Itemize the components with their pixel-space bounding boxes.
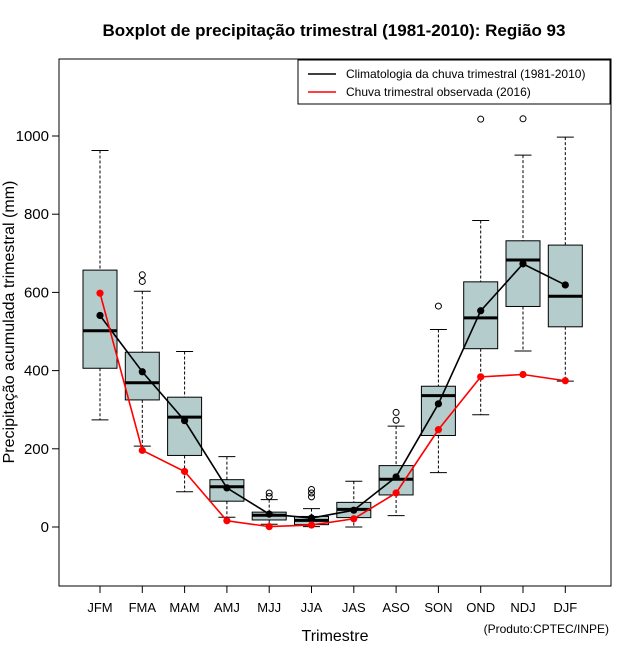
- point-climatology-son: [434, 400, 442, 408]
- x-tick-label-MJJ: MJJ: [257, 600, 281, 615]
- x-tick-label-SON: SON: [424, 600, 452, 615]
- x-tick-label-OND: OND: [466, 600, 495, 615]
- line-observed: [99, 292, 566, 528]
- y-tick-label-200: 200: [24, 441, 49, 458]
- outlier-ndj-0: [519, 115, 527, 123]
- y-tick-label-400: 400: [24, 363, 49, 380]
- series-lines: [96, 260, 569, 531]
- x-tick-label-JAS: JAS: [342, 600, 366, 615]
- box-rect-jfm: [82, 269, 118, 369]
- credit-text: (Produto:CPTEC/INPE): [484, 622, 609, 636]
- point-climatology-aso: [392, 473, 400, 481]
- point-observed-fma: [138, 446, 146, 454]
- point-observed-amj: [223, 517, 231, 525]
- box-son: [420, 302, 456, 474]
- outlier-jja-1: [308, 489, 315, 497]
- y-tick-label-600: 600: [24, 284, 49, 301]
- outlier-mjj-0: [265, 493, 273, 501]
- plot-frame: [58, 58, 612, 587]
- x-tick-label-JFM: JFM: [87, 600, 112, 615]
- chart-title: Boxplot de precipitação trimestral (1981…: [103, 21, 566, 40]
- y-axis-label: Precipitação acumulada trimestral (mm): [1, 181, 18, 464]
- outlier-jja-2: [308, 485, 315, 493]
- point-climatology-djf: [561, 281, 569, 289]
- point-observed-aso: [392, 489, 400, 497]
- point-climatology-amj: [223, 484, 231, 492]
- point-observed-mam: [181, 467, 189, 476]
- y-axis: 0 200 400 600 800 1000: [16, 128, 59, 536]
- box-ond: [463, 115, 499, 416]
- line-climatology: [99, 262, 566, 519]
- x-tick-label-NDJ: NDJ: [510, 600, 535, 615]
- point-observed-mjj: [265, 523, 273, 531]
- box-fma: [124, 271, 160, 447]
- point-observed-jas: [350, 515, 358, 523]
- x-tick-label-ASO: ASO: [382, 600, 409, 615]
- legend-box: [297, 59, 611, 105]
- point-climatology-jas: [350, 506, 358, 514]
- point-observed-son: [434, 426, 442, 434]
- point-climatology-mam: [181, 417, 189, 425]
- point-climatology-ndj: [519, 260, 527, 268]
- point-observed-jfm: [96, 289, 104, 297]
- outlier-ond-0: [477, 115, 485, 123]
- outlier-aso-0: [392, 416, 400, 424]
- x-tick-label-JJA: JJA: [301, 600, 323, 615]
- legend-observed-label: Chuva trimestral observada (2016): [346, 85, 531, 99]
- x-tick-label-FMA: FMA: [129, 600, 157, 615]
- x-tick-label-AMJ: AMJ: [214, 600, 240, 615]
- outlier-fma-1: [138, 271, 146, 279]
- y-tick-label-0: 0: [41, 519, 49, 536]
- point-observed-djf: [561, 377, 569, 385]
- box-djf: [547, 136, 583, 382]
- point-observed-jja: [307, 521, 316, 529]
- outlier-jja-0: [308, 493, 315, 501]
- box-jfm: [82, 149, 118, 421]
- point-climatology-jfm: [96, 311, 104, 320]
- legend-climatology-label: Climatologia da chuva trimestral (1981-2…: [346, 67, 585, 81]
- x-axis-label: Trimestre: [302, 628, 369, 645]
- outlier-fma-0: [138, 277, 146, 285]
- x-tick-label-DJF: DJF: [553, 600, 577, 615]
- box-rect-fma: [124, 351, 160, 401]
- box-ndj: [505, 115, 541, 352]
- point-climatology-jja: [307, 514, 316, 522]
- point-observed-ndj: [519, 370, 527, 379]
- outlier-aso-1: [392, 408, 400, 416]
- y-tick-label-800: 800: [24, 206, 49, 223]
- point-climatology-mjj: [265, 510, 273, 518]
- x-axis: JFM FMA MAM AMJ MJJ JJA JAS ASO SON OND NDJ DJF: [87, 586, 577, 615]
- outlier-son-0: [434, 302, 442, 310]
- y-tick-label-1000: 1000: [16, 128, 49, 145]
- boxplot-boxes: [82, 115, 583, 528]
- legend: Climatologia da chuva trimestral (1981-2…: [297, 59, 611, 105]
- point-climatology-ond: [477, 307, 485, 315]
- point-observed-ond: [477, 373, 485, 381]
- point-climatology-fma: [138, 368, 146, 376]
- x-tick-label-MAM: MAM: [169, 600, 199, 615]
- outlier-mjj-1: [265, 489, 273, 497]
- box-rect-ndj: [505, 240, 541, 307]
